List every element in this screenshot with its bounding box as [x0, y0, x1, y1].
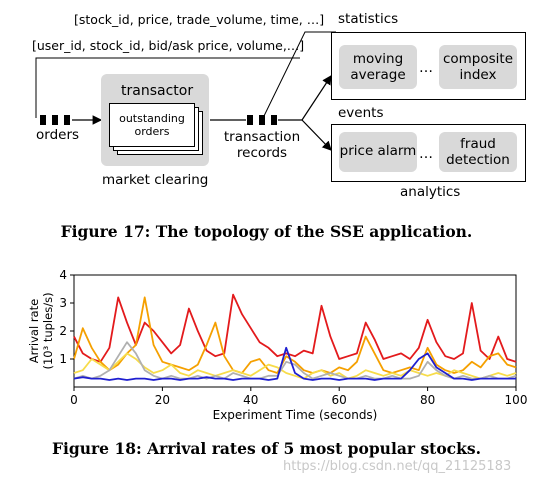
- moving-average-line2: average: [350, 67, 406, 83]
- series-line-4: [73, 341, 517, 380]
- y-axis-label-line1: Arrival rate: [27, 299, 41, 363]
- arrival-rate-chart: 0 20 40 60 80 100 1 2 3 4 Experiment Time (secon…: [27, 268, 527, 422]
- events-label: events: [338, 105, 384, 121]
- series-line-5: [73, 346, 516, 381]
- x-tick-label: 20: [155, 393, 170, 407]
- series-line-1: [73, 293, 517, 363]
- transaction-records-stream-icon: [247, 115, 277, 125]
- y-tick-label: 3: [59, 296, 67, 310]
- market-clearing-label: market clearing: [102, 172, 209, 188]
- figure-17-caption: Figure 17: The topology of the SSE appli…: [60, 222, 473, 241]
- composite-index-box: composite index: [439, 45, 517, 89]
- orders-card-label: orders: [134, 125, 170, 138]
- record-schema-text: [stock_id, price, trade_volume, time, …]: [74, 12, 325, 27]
- y-ticks: 1 2 3 4: [59, 268, 74, 366]
- x-ticks: 0 20 40 60 80 100: [70, 387, 527, 407]
- statistics-label: statistics: [338, 11, 399, 27]
- price-alarm-box: price alarm: [339, 132, 417, 172]
- order-schema-connector: [35, 57, 300, 118]
- fraud-detection-box: fraud detection: [439, 132, 517, 172]
- topology-connectors: [35, 31, 336, 151]
- outstanding-label: outstanding: [119, 112, 185, 125]
- composite-index-line1: composite: [442, 51, 514, 67]
- series-layer: [73, 293, 517, 381]
- transactor-label: transactor: [121, 83, 194, 99]
- moving-average-line1: moving: [352, 51, 404, 67]
- transaction-label-line1: transaction: [223, 129, 301, 145]
- order-schema-text: [user_id, stock_id, bid/ask price, volum…: [32, 38, 305, 53]
- watermark: https://blog.csdn.net/qq_21125183: [283, 459, 512, 474]
- fraud-detection-line1: fraud: [460, 136, 496, 152]
- transaction-records-label: transaction records: [222, 128, 302, 162]
- x-tick-label: 0: [70, 393, 78, 407]
- outstanding-orders-card: outstanding orders: [109, 103, 195, 147]
- x-axis-label: Experiment Time (seconds): [213, 408, 378, 422]
- plot-frame: [73, 274, 517, 388]
- statistics-ellipsis: …: [419, 60, 433, 76]
- record-schema-connector: [263, 31, 336, 117]
- y-axis-label-line2: (10³ tuples/s): [41, 292, 55, 369]
- statistics-arrow: [301, 74, 332, 121]
- composite-index-line2: index: [459, 67, 497, 83]
- y-tick-label: 2: [59, 324, 67, 338]
- moving-average-box: moving average: [339, 45, 417, 89]
- figure-18-caption: Figure 18: Arrival rates of 5 most popul…: [52, 439, 481, 458]
- y-tick-label: 4: [59, 268, 67, 282]
- price-alarm-label: price alarm: [339, 143, 417, 160]
- x-tick-label: 60: [332, 393, 347, 407]
- fraud-detection-line2: detection: [446, 152, 510, 168]
- x-tick-label: 100: [505, 393, 528, 407]
- series-line-2: [73, 296, 517, 374]
- events-ellipsis: …: [419, 146, 433, 162]
- x-tick-label: 80: [420, 393, 435, 407]
- orders-label: orders: [36, 127, 80, 143]
- y-tick-label: 1: [59, 352, 67, 366]
- events-arrow: [301, 119, 332, 151]
- x-tick-label: 40: [243, 393, 258, 407]
- transaction-label-line2: records: [236, 145, 288, 161]
- orders-stream-icon: [40, 115, 70, 125]
- analytics-label: analytics: [400, 184, 461, 200]
